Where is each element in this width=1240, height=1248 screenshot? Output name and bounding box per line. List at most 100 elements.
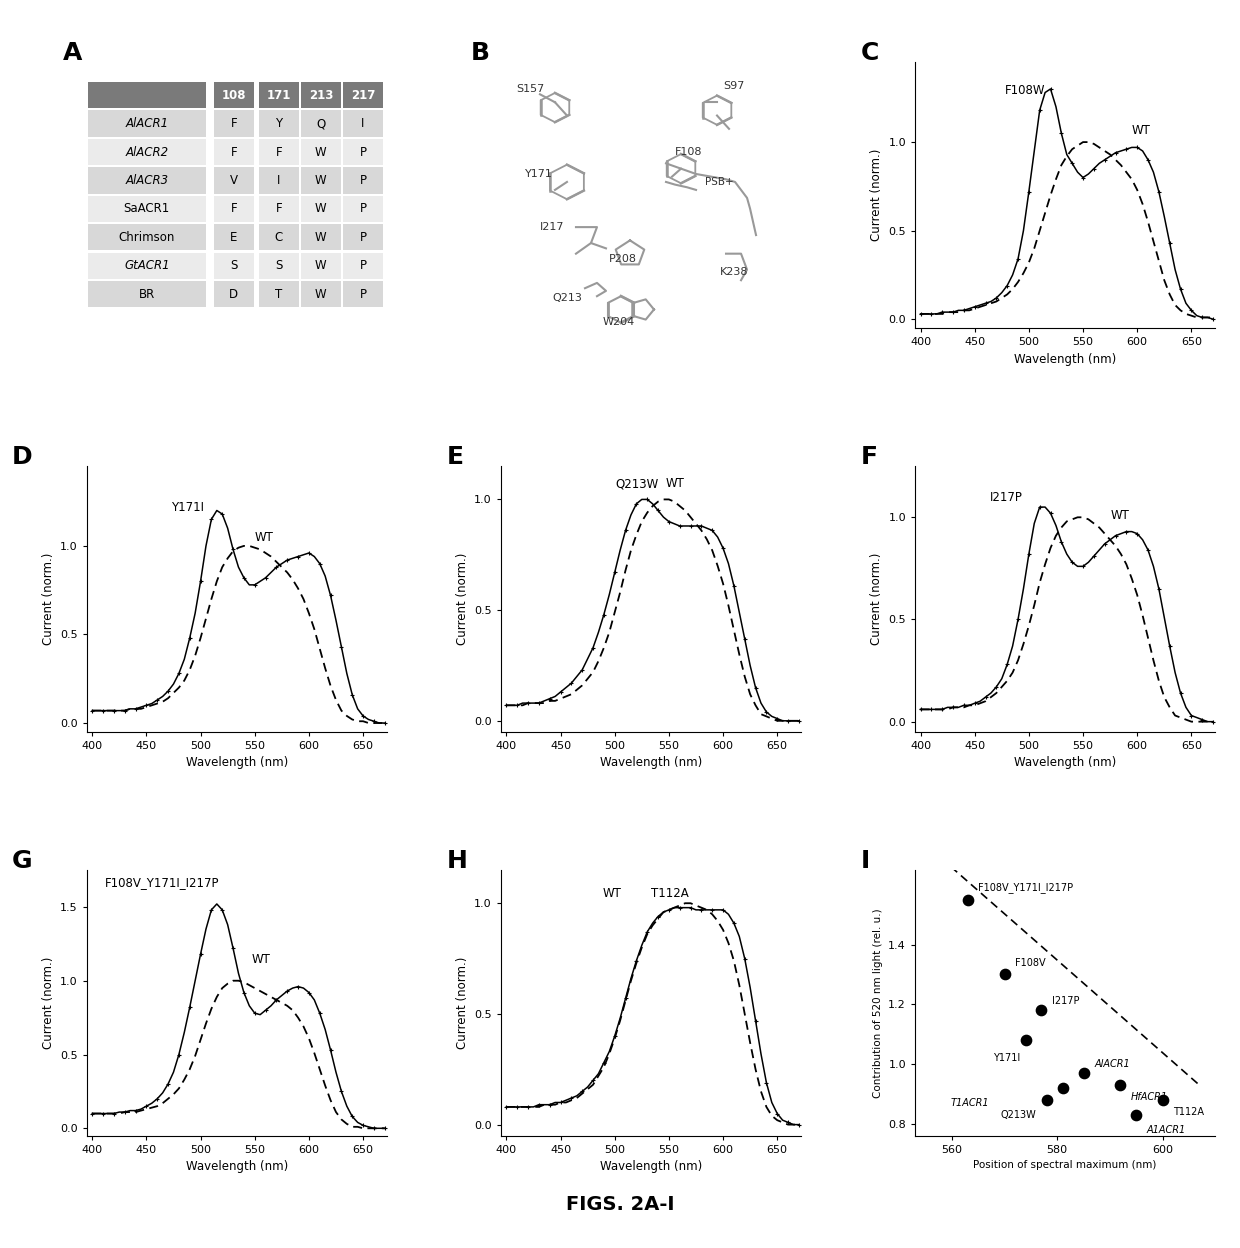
Text: H: H (446, 849, 467, 872)
Text: Y171I: Y171I (993, 1053, 1021, 1063)
Bar (259, 167, 299, 193)
Text: Y171: Y171 (525, 168, 553, 178)
Text: T112A: T112A (651, 886, 688, 900)
Text: B: B (471, 41, 490, 65)
Bar (88, 82, 206, 109)
Bar (215, 82, 254, 109)
Text: WT: WT (1131, 124, 1149, 137)
Y-axis label: Current (norm.): Current (norm.) (42, 553, 55, 645)
Text: F: F (275, 202, 283, 216)
Text: F108V_Y171I_I217P: F108V_Y171I_I217P (105, 876, 219, 889)
Y-axis label: Current (norm.): Current (norm.) (456, 553, 469, 645)
Bar (88, 225, 206, 251)
Bar (301, 167, 341, 193)
Text: Y: Y (275, 117, 283, 130)
Text: WT: WT (255, 530, 274, 544)
Bar (343, 225, 383, 251)
Point (1053, 1078, 1073, 1098)
Bar (259, 82, 299, 109)
Bar (259, 252, 299, 278)
Bar (301, 111, 341, 137)
Text: C: C (275, 231, 283, 243)
Point (1153, 1090, 1173, 1109)
Bar (215, 196, 254, 222)
Text: W: W (315, 288, 326, 301)
Bar (343, 252, 383, 278)
Y-axis label: Contribution of 520 nm light (rel. u.): Contribution of 520 nm light (rel. u.) (873, 909, 883, 1098)
X-axis label: Wavelength (nm): Wavelength (nm) (1014, 353, 1116, 366)
Bar (343, 82, 383, 109)
Text: Q213W: Q213W (615, 478, 658, 490)
Text: S97: S97 (723, 81, 744, 91)
Text: I: I (861, 849, 870, 872)
Bar (259, 225, 299, 251)
Text: P: P (360, 173, 366, 187)
Text: P208: P208 (609, 253, 637, 263)
Y-axis label: Current (norm.): Current (norm.) (870, 149, 883, 241)
Text: WT: WT (252, 953, 270, 966)
Text: AlACR3: AlACR3 (125, 173, 169, 187)
Text: C: C (861, 41, 879, 65)
Text: Q213W: Q213W (1001, 1109, 1037, 1119)
Bar (88, 196, 206, 222)
Text: D: D (11, 446, 32, 469)
Bar (88, 139, 206, 165)
Text: E: E (446, 446, 464, 469)
Text: W: W (315, 146, 326, 158)
Text: F108: F108 (675, 147, 703, 157)
Text: PSB+: PSB+ (706, 177, 734, 187)
Text: S157: S157 (516, 84, 544, 94)
Bar (343, 281, 383, 307)
Text: W: W (315, 202, 326, 216)
X-axis label: Wavelength (nm): Wavelength (nm) (600, 1161, 702, 1173)
Y-axis label: Current (norm.): Current (norm.) (870, 553, 883, 645)
Text: T112A: T112A (1173, 1107, 1204, 1117)
Y-axis label: Current (norm.): Current (norm.) (42, 957, 55, 1050)
Text: P: P (360, 288, 366, 301)
Text: F: F (231, 117, 237, 130)
Text: P: P (360, 146, 366, 158)
Text: W: W (315, 173, 326, 187)
Text: T: T (275, 288, 283, 301)
Bar (301, 139, 341, 165)
Point (1074, 1063, 1094, 1083)
X-axis label: Wavelength (nm): Wavelength (nm) (600, 756, 702, 770)
Text: F108W: F108W (1006, 85, 1045, 97)
Text: E: E (231, 231, 238, 243)
Bar (343, 196, 383, 222)
Bar (259, 281, 299, 307)
Text: K238: K238 (720, 267, 749, 277)
X-axis label: Wavelength (nm): Wavelength (nm) (186, 756, 288, 770)
Text: 108: 108 (222, 89, 246, 101)
Text: F: F (861, 446, 878, 469)
Bar (343, 139, 383, 165)
Text: V: V (229, 173, 238, 187)
Bar (215, 225, 254, 251)
Y-axis label: Current (norm.): Current (norm.) (456, 957, 469, 1050)
Text: 171: 171 (267, 89, 291, 101)
Text: AlACR2: AlACR2 (125, 146, 169, 158)
Text: F: F (231, 202, 237, 216)
Text: I: I (361, 117, 365, 130)
Text: G: G (11, 849, 32, 872)
Point (1016, 1030, 1035, 1050)
Bar (215, 167, 254, 193)
Text: W: W (315, 260, 326, 272)
Text: W: W (315, 231, 326, 243)
Bar (88, 167, 206, 193)
Text: WT: WT (666, 478, 684, 490)
Text: FIGS. 2A-I: FIGS. 2A-I (565, 1194, 675, 1214)
Text: Q213: Q213 (552, 293, 582, 303)
Point (1032, 1001, 1052, 1021)
Text: I217: I217 (539, 222, 564, 232)
Text: F108V: F108V (1016, 957, 1045, 967)
Text: Y171I: Y171I (171, 502, 203, 514)
Bar (88, 281, 206, 307)
Text: SaACR1: SaACR1 (124, 202, 170, 216)
Text: WT: WT (1110, 509, 1130, 523)
Bar (259, 111, 299, 137)
X-axis label: Wavelength (nm): Wavelength (nm) (1014, 756, 1116, 770)
Bar (215, 139, 254, 165)
Text: I217P: I217P (1052, 996, 1080, 1006)
Text: P: P (360, 231, 366, 243)
